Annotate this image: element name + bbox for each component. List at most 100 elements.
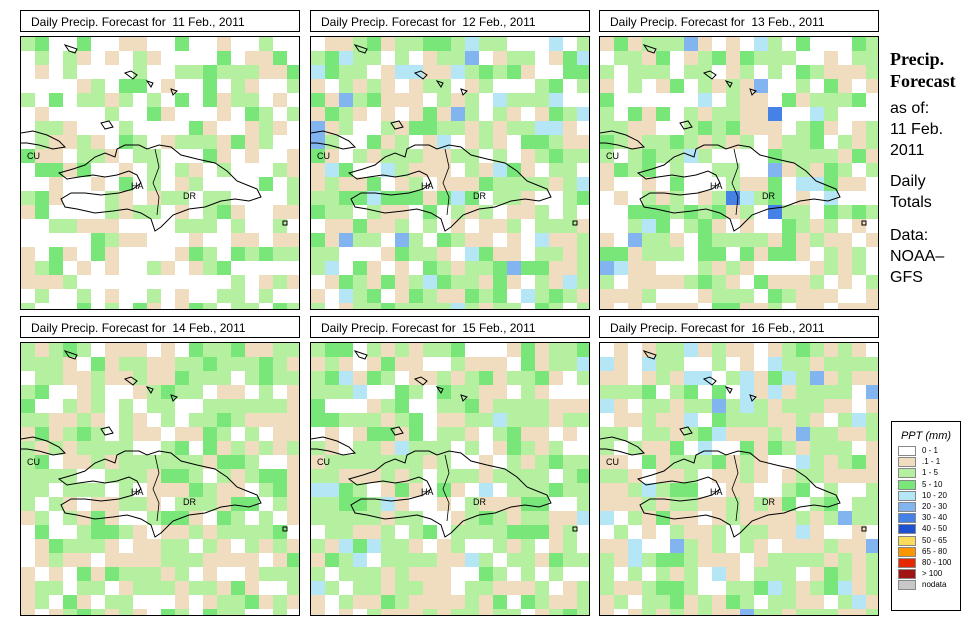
island-coastline <box>642 350 657 360</box>
island-coastline <box>724 386 733 394</box>
legend-item: .1 - 1 <box>898 457 960 468</box>
precip-map: CU HA DR <box>310 342 590 616</box>
island-coastline <box>702 376 717 386</box>
as-of-date-1: 11 Feb. <box>890 121 944 138</box>
legend-swatch <box>898 457 916 468</box>
country-border <box>152 454 160 522</box>
island-coastline <box>123 376 138 386</box>
legend-label: 0 - 1 <box>922 446 939 455</box>
country-border <box>442 148 450 216</box>
legend-label: 65 - 80 <box>922 546 947 556</box>
legend-label: 5 - 10 <box>922 479 943 489</box>
island-coastline <box>702 70 717 80</box>
map-label-dr: DR <box>183 497 196 507</box>
precip-map: CU HA DR <box>310 36 590 310</box>
map-label-cu: CU <box>27 457 40 467</box>
hispaniola-coastline <box>636 144 841 232</box>
hispaniola-coastline <box>347 450 552 538</box>
map-label-cu: CU <box>317 151 330 161</box>
island-coastline <box>413 70 428 80</box>
map-label-cu: CU <box>27 151 40 161</box>
legend-swatch <box>898 490 916 501</box>
map-label-ha: HA <box>131 181 144 191</box>
forecast-panel-1: Daily Precip. Forecast for 11 Feb., 2011… <box>20 10 300 310</box>
map-label-dr: DR <box>473 497 486 507</box>
map-label-cu: CU <box>317 457 330 467</box>
legend-item: 50 - 65 <box>898 535 960 547</box>
island-coastline <box>679 426 693 436</box>
data-label: Data: <box>890 227 929 244</box>
forecast-panel-3: Daily Precip. Forecast for 13 Feb., 2011… <box>599 10 879 310</box>
legend-swatch <box>898 535 916 546</box>
island-coastline <box>145 80 154 88</box>
island-coastline <box>170 88 178 96</box>
legend-title: PPT (mm) <box>900 430 952 442</box>
island-coastline <box>460 394 468 402</box>
legend-label: 50 - 65 <box>922 535 947 545</box>
legend-label: 40 - 50 <box>922 524 947 534</box>
cuba-coastline <box>21 130 67 150</box>
map-label-dr: DR <box>473 191 486 201</box>
legend-label: 80 - 100 <box>922 557 952 567</box>
map-label-ha: HA <box>710 181 723 191</box>
map-label-ha: HA <box>421 487 434 497</box>
panel-title: Daily Precip. Forecast for 12 Feb., 2011 <box>310 10 590 32</box>
map-label-dr: DR <box>762 497 775 507</box>
island-coastline <box>123 70 138 80</box>
legend-swatch <box>898 468 916 479</box>
panel-title: Daily Precip. Forecast for 15 Feb., 2011 <box>310 316 590 338</box>
island-coastline <box>435 386 444 394</box>
precip-map: CU HA DR <box>599 36 879 310</box>
legend-item: > 100 <box>898 569 960 580</box>
map-label-ha: HA <box>710 487 723 497</box>
as-of-label: as of: <box>890 100 930 117</box>
precip-map: CU HA DR <box>20 342 300 616</box>
legend-item: nodata <box>898 580 960 591</box>
legend-item: 65 - 80 <box>898 546 960 558</box>
hispaniola-coastline <box>636 450 841 538</box>
island-coastline <box>572 220 578 226</box>
island-coastline <box>679 120 693 130</box>
island-coastline <box>460 88 468 96</box>
legend-swatch <box>898 524 916 535</box>
island-coastline <box>435 80 444 88</box>
panel-title: Daily Precip. Forecast for 14 Feb., 2011 <box>20 316 300 338</box>
legend-swatch <box>898 569 916 580</box>
legend-swatch <box>898 557 916 568</box>
legend-item: 10 - 20 <box>898 490 960 502</box>
cuba-coastline <box>600 436 646 456</box>
island-coastline <box>170 394 178 402</box>
island-coastline <box>100 426 114 436</box>
panel-title: Daily Precip. Forecast for 13 Feb., 2011 <box>599 10 879 32</box>
hispaniola-coastline <box>57 144 262 232</box>
island-coastline <box>390 120 404 130</box>
cuba-coastline <box>311 130 357 150</box>
data-source-2: GFS <box>890 269 923 286</box>
as-of-date-2: 2011 <box>890 142 925 159</box>
island-coastline <box>861 526 867 532</box>
legend-swatch <box>898 513 916 524</box>
legend-label: 20 - 30 <box>922 501 947 511</box>
precip-map: CU HA DR <box>599 342 879 616</box>
legend-swatch <box>898 501 916 512</box>
legend-item: 80 - 100 <box>898 557 960 569</box>
panel-title: Daily Precip. Forecast for 16 Feb., 2011 <box>599 316 879 338</box>
side-info: Precip. Forecast as of: 11 Feb. 2011 Dai… <box>890 48 975 288</box>
map-label-cu: CU <box>606 457 619 467</box>
country-border <box>731 148 739 216</box>
data-source-1: NOAA– <box>890 248 945 265</box>
side-heading-2: Forecast <box>890 71 956 91</box>
island-coastline <box>63 350 78 360</box>
legend-label: nodata <box>922 580 947 590</box>
legend-label: > 100 <box>922 569 943 579</box>
island-coastline <box>724 80 733 88</box>
totals-label: Totals <box>890 194 932 211</box>
forecast-panel-2: Daily Precip. Forecast for 12 Feb., 2011… <box>310 10 590 310</box>
island-coastline <box>100 120 114 130</box>
island-coastline <box>63 44 78 54</box>
island-coastline <box>413 376 428 386</box>
legend-swatch <box>898 446 916 456</box>
island-coastline <box>353 44 368 54</box>
island-coastline <box>749 394 757 402</box>
